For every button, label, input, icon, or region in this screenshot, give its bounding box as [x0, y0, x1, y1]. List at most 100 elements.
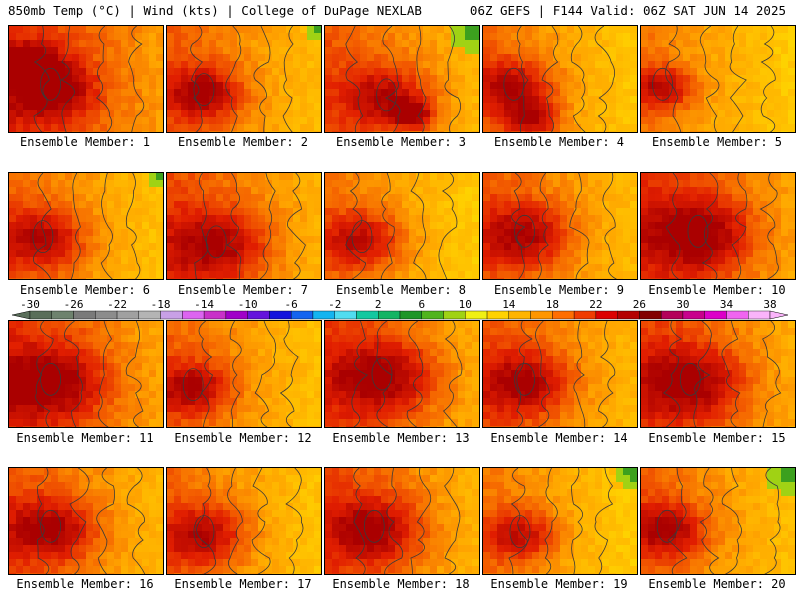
- colorbar-tick-label: -30: [20, 298, 40, 311]
- geopotential-contour: [363, 509, 385, 543]
- geopotential-contour: [731, 173, 748, 279]
- geopotential-contour: [194, 173, 209, 279]
- geopotential-contour: [193, 515, 215, 548]
- geopotential-contour: [229, 321, 242, 427]
- geopotential-contour: [514, 214, 535, 248]
- geopotential-contour: [663, 321, 683, 427]
- colorbar-tick-label: -6: [284, 298, 298, 311]
- geopotential-contour: [573, 321, 586, 427]
- geopotential-contour: [351, 321, 369, 427]
- ensemble-member-3-map: [324, 25, 480, 133]
- colorbar-swatch: [617, 310, 640, 320]
- ensemble-member-4-map: [482, 25, 638, 133]
- geopotential-contour: [760, 26, 776, 132]
- colorbar-tick-label: 26: [632, 298, 647, 311]
- colorbar-swatch: [225, 310, 248, 320]
- geopotential-contour: [570, 26, 586, 132]
- temperature-field: [483, 26, 637, 132]
- geopotential-contour: [182, 368, 204, 401]
- temperature-field: [167, 468, 321, 574]
- geopotential-contour: [33, 173, 52, 279]
- colorbar-swatch: [486, 310, 510, 320]
- geopotential-contour: [594, 468, 614, 574]
- geopotential-contour: [410, 173, 427, 279]
- geopotential-contour: [667, 468, 688, 574]
- ensemble-member-label: Ensemble Member: 7: [177, 283, 309, 297]
- colorbar-swatch: [160, 310, 183, 320]
- colorbar-swatch: [726, 310, 749, 320]
- colorbar-swatch: [95, 310, 118, 320]
- colorbar-tick-label: -22: [107, 298, 127, 311]
- geopotential-contour: [511, 173, 526, 279]
- colorbar-swatch: [116, 310, 140, 320]
- geopotential-contour: [35, 321, 54, 427]
- geopotential-contour: [95, 26, 113, 132]
- geopotential-contour: [251, 468, 271, 574]
- temperature-field: [9, 173, 163, 279]
- ensemble-member-label: Ensemble Member: 5: [651, 135, 783, 149]
- geopotential-contour: [69, 468, 90, 574]
- geopotential-contour: [443, 321, 463, 427]
- temperature-field: [483, 173, 637, 279]
- temperature-field: [325, 173, 479, 279]
- header-run-info: 06Z GEFS | F144 Valid: 06Z SAT JUN 14 20…: [469, 3, 786, 18]
- geopotential-contour: [656, 509, 678, 543]
- colorbar-tick-label: 38: [763, 298, 777, 311]
- ensemble-member-12-map: [166, 320, 322, 428]
- colorbar-swatch: [138, 310, 161, 320]
- colorbar-swatch: [399, 310, 422, 320]
- geopotential-contour: [259, 173, 276, 279]
- ensemble-member-label: Ensemble Member: 13: [332, 431, 470, 445]
- ensemble-member-label: Ensemble Member: 4: [493, 135, 625, 149]
- geopotential-contour: [535, 321, 550, 427]
- ensemble-member-label: Ensemble Member: 1: [19, 135, 151, 149]
- geopotential-contour: [285, 468, 304, 574]
- geopotential-contour: [679, 362, 701, 396]
- geopotential-contour: [701, 173, 719, 279]
- geopotential-contour: [406, 321, 424, 427]
- geopotential-contour: [128, 26, 145, 132]
- colorbar-tick-label: 30: [676, 298, 690, 311]
- colorbar-tick-label: 2: [374, 298, 382, 311]
- ensemble-member-1-map: [8, 25, 164, 133]
- geopotential-contour: [40, 509, 61, 543]
- colorbar-swatch: [356, 310, 379, 320]
- ensemble-member-label: Ensemble Member: 15: [648, 431, 786, 445]
- ensemble-member-label: Ensemble Member: 18: [332, 577, 470, 591]
- temperature-field: [9, 468, 163, 574]
- colorbar-swatch: [443, 310, 466, 320]
- geopotential-contour: [382, 26, 401, 132]
- colorbar-tick-label: 18: [545, 298, 559, 311]
- geopotential-contour: [571, 468, 583, 574]
- geopotential-contour: [665, 26, 682, 132]
- colorbar-swatch: [660, 310, 684, 320]
- geopotential-contour: [287, 173, 306, 279]
- temperature-field: [167, 321, 321, 427]
- ensemble-member-5-map: [640, 25, 796, 133]
- colorbar-swatch: [530, 310, 553, 320]
- colorbar-swatch: [247, 310, 270, 320]
- geopotential-contour: [410, 468, 432, 574]
- colorbar-tick-label: 6: [418, 298, 426, 311]
- colorbar-tick-label: -14: [194, 298, 215, 311]
- colorbar-swatch: [421, 310, 444, 320]
- temperature-field: [641, 468, 795, 574]
- geopotential-contour: [227, 468, 243, 574]
- ensemble-member-6-map: [8, 172, 164, 280]
- ensemble-member-label: Ensemble Member: 12: [174, 431, 312, 445]
- geopotential-contour: [699, 26, 720, 132]
- geopotential-contour: [225, 26, 242, 132]
- geopotential-contour: [721, 321, 741, 427]
- geopotential-contour: [376, 78, 397, 112]
- colorbar-swatch: [378, 310, 401, 320]
- colorbar-swatch: [682, 310, 705, 320]
- ensemble-member-14-map: [482, 320, 638, 428]
- ensemble-member-label: Ensemble Member: 3: [335, 135, 467, 149]
- colorbar-swatch: [639, 310, 662, 320]
- geopotential-contour: [541, 26, 559, 132]
- ensemble-member-label: Ensemble Member: 6: [19, 283, 151, 297]
- colorbar-tick-label: 10: [458, 298, 472, 311]
- geopotential-contour: [96, 468, 116, 574]
- geopotential-contour: [665, 173, 681, 279]
- colorbar-swatch: [182, 310, 205, 320]
